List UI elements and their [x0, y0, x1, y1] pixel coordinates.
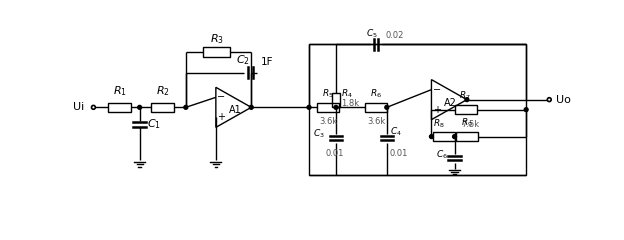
- Text: $C_4$: $C_4$: [390, 126, 402, 138]
- Circle shape: [184, 105, 188, 109]
- Circle shape: [307, 105, 311, 109]
- Circle shape: [250, 105, 253, 109]
- Text: 0.02: 0.02: [385, 31, 404, 40]
- Circle shape: [465, 98, 469, 102]
- Text: $R_8$: $R_8$: [433, 118, 445, 131]
- Bar: [108, 103, 131, 112]
- Text: $C_2$: $C_2$: [236, 53, 250, 66]
- Text: 0.01: 0.01: [390, 149, 408, 158]
- Bar: [365, 103, 387, 112]
- Text: 7.5k: 7.5k: [461, 120, 479, 129]
- Text: $R_5$: $R_5$: [323, 87, 334, 100]
- Bar: [433, 132, 454, 141]
- Text: $C_3$: $C_3$: [313, 127, 325, 140]
- Text: Uo: Uo: [556, 95, 571, 105]
- Circle shape: [334, 105, 338, 109]
- Circle shape: [138, 105, 142, 109]
- Text: A1: A1: [229, 105, 241, 115]
- Text: $R_4$: $R_4$: [341, 87, 353, 100]
- Text: $R_1$: $R_1$: [112, 84, 127, 98]
- Bar: [151, 103, 174, 112]
- Text: $R_7$: $R_7$: [459, 90, 470, 102]
- Bar: [309, 44, 526, 175]
- Bar: [456, 132, 477, 141]
- Text: +: +: [217, 112, 225, 122]
- Text: 3.6k: 3.6k: [319, 117, 338, 126]
- Text: A2: A2: [444, 98, 457, 108]
- Text: $R_3$: $R_3$: [210, 32, 223, 46]
- Text: 1F: 1F: [261, 57, 274, 66]
- Bar: [318, 103, 339, 112]
- Text: $C_1$: $C_1$: [147, 117, 160, 131]
- Circle shape: [429, 135, 434, 138]
- Text: 0.01: 0.01: [325, 149, 344, 158]
- Circle shape: [524, 108, 528, 112]
- Circle shape: [385, 105, 389, 109]
- Text: $C_6$: $C_6$: [436, 149, 448, 161]
- Text: $R_9$: $R_9$: [461, 116, 473, 129]
- Bar: [203, 47, 230, 57]
- Text: $R_6$: $R_6$: [370, 87, 382, 100]
- Text: −: −: [217, 92, 225, 102]
- Text: −: −: [433, 85, 441, 95]
- Text: $R_2$: $R_2$: [156, 84, 170, 98]
- Text: +: +: [433, 105, 441, 115]
- Text: 3.6k: 3.6k: [367, 117, 385, 126]
- Text: $C_5$: $C_5$: [366, 28, 378, 40]
- Circle shape: [452, 135, 457, 138]
- Bar: [332, 93, 340, 107]
- Text: Ui: Ui: [73, 102, 84, 112]
- Text: 1.8k: 1.8k: [341, 99, 359, 108]
- Bar: [456, 105, 477, 114]
